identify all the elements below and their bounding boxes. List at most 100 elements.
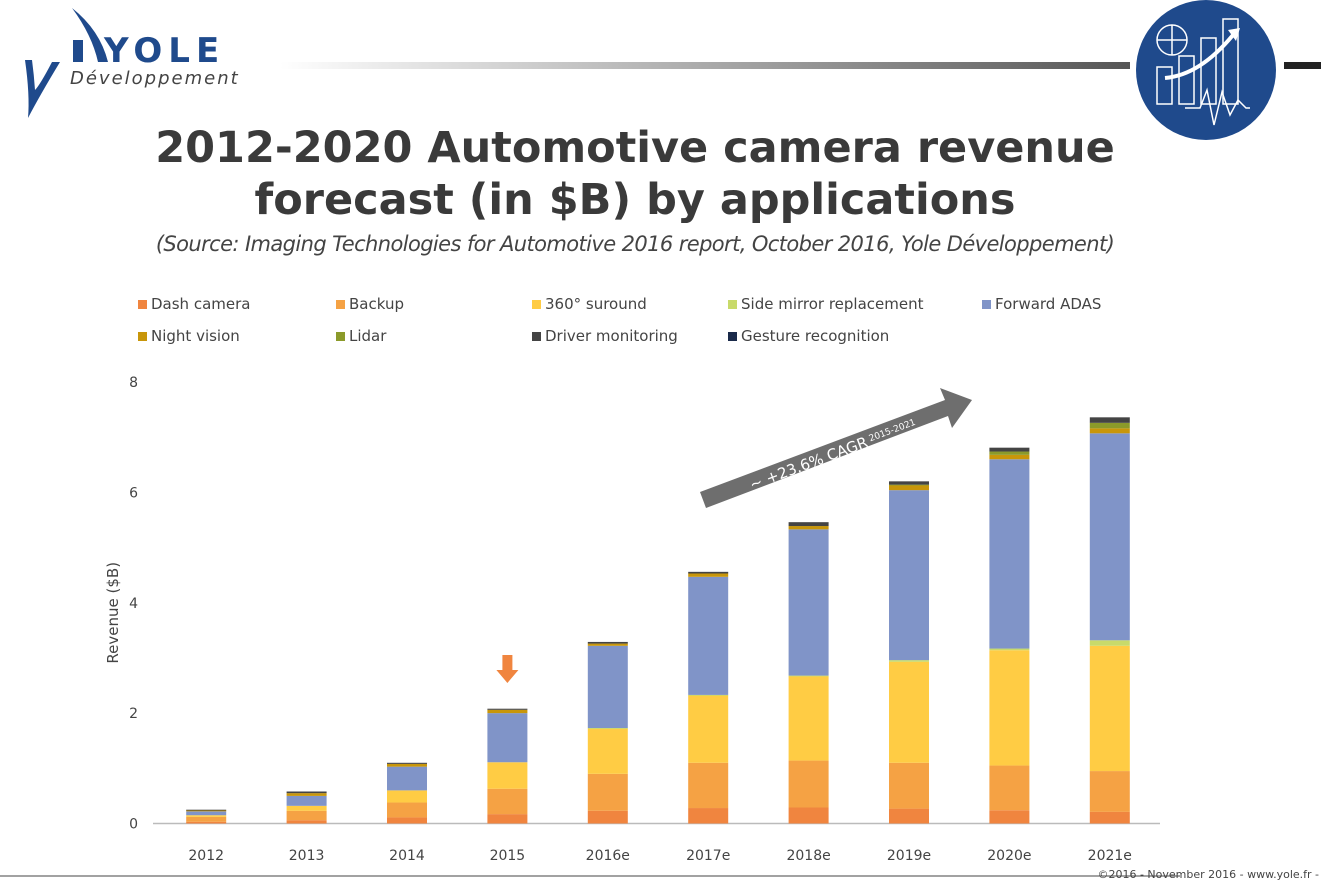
- legend-label: 360° suround: [545, 295, 647, 313]
- chart-analytics-icon: [1136, 0, 1276, 140]
- yole-logo: YOLE Développement: [25, 8, 240, 118]
- bar-segment-360-suround: [186, 815, 227, 817]
- bar-segment-night-vision: [387, 763, 427, 767]
- bar-segment-360-suround: [487, 762, 528, 789]
- bar-segment-dash-camera: [989, 810, 1030, 824]
- x-tick-label: 2017e: [686, 848, 730, 864]
- bar-segment-night-vision: [989, 454, 1030, 460]
- bar-segment-360-suround: [587, 728, 628, 774]
- legend-label: Forward ADAS: [995, 295, 1102, 313]
- bar-segment-driver-monitoring: [286, 791, 327, 794]
- x-tick-label: 2018e: [786, 848, 830, 864]
- bar-segment-lidar: [989, 451, 1030, 455]
- bar-segment-dash-camera: [587, 810, 628, 824]
- x-tick-label: 2012: [188, 848, 224, 864]
- bar-segment-forward-adas: [1089, 433, 1130, 641]
- legend-swatch: [532, 331, 541, 341]
- legend-item: Night vision: [138, 327, 240, 345]
- legend-label: Side mirror replacement: [741, 295, 924, 313]
- x-tick-label: 2015: [490, 848, 526, 864]
- bar-segment-forward-adas: [688, 576, 729, 695]
- bar-segment-dash-camera: [487, 814, 528, 824]
- bar-segment-dash-camera: [889, 808, 929, 824]
- bar-segment-forward-adas: [889, 490, 929, 661]
- y-tick-label: 6: [129, 485, 138, 501]
- legend-swatch: [728, 331, 737, 341]
- bar-segment-backup: [487, 788, 528, 815]
- bar-segment-lidar: [889, 484, 929, 486]
- legend-item: Lidar: [336, 327, 386, 345]
- legend-label: Gesture recognition: [741, 327, 890, 345]
- bar-segment-forward-adas: [487, 713, 528, 763]
- bar-segment-360-suround: [688, 695, 729, 763]
- bar-segment-driver-monitoring: [989, 447, 1030, 452]
- legend-item: Forward ADAS: [982, 295, 1101, 313]
- bar-segment-night-vision: [186, 810, 227, 812]
- legend-item: 360° suround: [532, 295, 647, 313]
- bar-segment-side-mirror-replacement: [587, 728, 628, 729]
- bar-segment-backup: [989, 765, 1030, 811]
- bar-segment-side-mirror-replacement: [989, 648, 1030, 651]
- subtitle: (Source: Imaging Technologies for Automo…: [155, 232, 1115, 256]
- bar-segment-backup: [788, 760, 829, 808]
- bar-segment-side-mirror-replacement: [688, 694, 729, 696]
- legend-item: Backup: [336, 295, 404, 313]
- legend-label: Night vision: [151, 327, 240, 345]
- legend-swatch: [336, 331, 345, 341]
- legend-swatch: [982, 299, 991, 309]
- bar-segment-night-vision: [889, 485, 929, 491]
- legend-swatch: [336, 299, 345, 309]
- svg-text:Développement: Développement: [70, 68, 240, 89]
- y-axis-label: Revenue ($B): [104, 562, 122, 664]
- bar-segment-night-vision: [688, 573, 729, 577]
- bar-segment-driver-monitoring: [788, 522, 829, 527]
- bar-segment-backup: [387, 802, 427, 818]
- legend-swatch: [138, 331, 147, 341]
- legend-label: Driver monitoring: [545, 327, 678, 345]
- highlight-down-arrow-icon: [496, 655, 519, 683]
- bar-segment-side-mirror-replacement: [1089, 640, 1130, 646]
- bar-segment-driver-monitoring: [487, 708, 528, 710]
- x-tick-label: 2014: [389, 848, 425, 864]
- svg-text:YOLE: YOLE: [103, 31, 225, 71]
- title-line-1: 2012-2020 Automotive camera revenue: [155, 123, 1115, 173]
- bar-segment-dash-camera: [387, 817, 427, 824]
- bar-segment-backup: [587, 773, 628, 811]
- legend-swatch: [138, 299, 147, 309]
- legend-label: Lidar: [349, 327, 387, 345]
- title-line-2: forecast (in $B) by applications: [254, 175, 1016, 225]
- bar-segment-forward-adas: [286, 795, 327, 806]
- cagr-arrow-icon: [700, 388, 972, 508]
- bar-segment-backup: [286, 810, 327, 821]
- y-tick-label: 4: [129, 596, 138, 612]
- bar-segment-lidar: [1089, 422, 1130, 429]
- legend-item: Dash camera: [138, 295, 250, 313]
- bar-segment-360-suround: [286, 805, 327, 811]
- bar-segment-night-vision: [1089, 428, 1130, 434]
- plot-area: 0 2 4 6 8 Revenue ($B) 2012 2013 2014 2015 2016e 20…: [104, 375, 1160, 864]
- legend-item: Side mirror replacement: [728, 295, 924, 313]
- bar-segment-360-suround: [989, 650, 1030, 766]
- bar-segment-night-vision: [788, 526, 829, 530]
- legend-swatch: [728, 299, 737, 309]
- legend-swatch: [532, 299, 541, 309]
- y-tick-label: 2: [129, 706, 138, 722]
- bar-segment-driver-monitoring: [186, 809, 227, 811]
- bar-segment-side-mirror-replacement: [889, 660, 929, 662]
- bar-segment-driver-monitoring: [889, 481, 929, 485]
- y-tick-label: 0: [129, 817, 138, 833]
- legend-label: Backup: [349, 295, 404, 313]
- bar-segment-dash-camera: [1089, 811, 1130, 824]
- x-tick-label: 2021e: [1088, 848, 1132, 864]
- bar-segment-forward-adas: [587, 645, 628, 729]
- bar-segment-night-vision: [286, 793, 327, 796]
- x-tick-label: 2013: [289, 848, 325, 864]
- bar-segment-forward-adas: [186, 811, 227, 816]
- bar-segment-360-suround: [1089, 645, 1130, 772]
- x-tick-label: 2019e: [887, 848, 931, 864]
- bar-segment-night-vision: [487, 709, 528, 714]
- bar-segment-driver-monitoring: [688, 571, 729, 574]
- y-tick-label: 8: [129, 375, 138, 391]
